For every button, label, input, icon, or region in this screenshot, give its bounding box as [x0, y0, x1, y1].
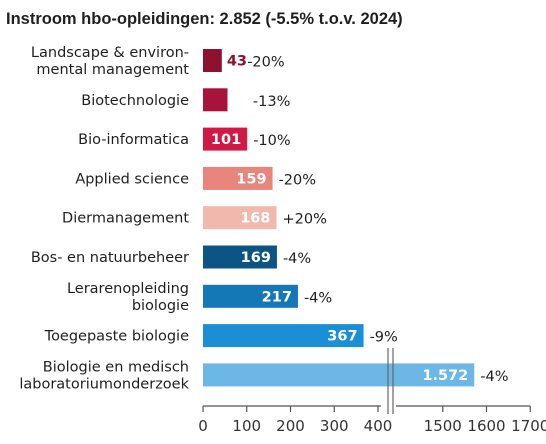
bars-layer: Landscape & environ-mental management43-… [19, 45, 508, 392]
data-label: 56 [233, 93, 253, 109]
bar [203, 49, 222, 72]
category-label: Applied science [75, 171, 189, 187]
category-label: Toegepaste biologie [44, 329, 189, 345]
change-label: -9% [370, 330, 398, 346]
chart-title: Instroom hbo-opleidingen: 2.852 (-5.5% t… [6, 10, 403, 28]
data-label: 1.572 [422, 368, 468, 384]
bar [203, 363, 475, 387]
tick-label: 100 [232, 417, 261, 435]
data-label: 217 [262, 289, 292, 305]
tick-label: 300 [320, 417, 349, 435]
tick-label: 1700 [511, 417, 546, 435]
data-label: 367 [327, 329, 357, 345]
bar [203, 166, 273, 190]
bar [203, 206, 277, 230]
bar [203, 127, 248, 151]
tick-label: 1500 [424, 417, 462, 435]
category-label: Biotechnologie [81, 93, 189, 109]
category-label: Bio-informatica [78, 132, 189, 148]
change-label: +20% [283, 212, 327, 228]
data-label: 169 [241, 250, 271, 266]
bar [203, 284, 298, 308]
category-label: Bos- en natuurbeheer [31, 250, 189, 266]
change-label: -4% [283, 251, 311, 267]
data-label: 101 [211, 132, 241, 148]
bar [203, 245, 277, 269]
bar [203, 88, 228, 112]
change-label: -20% [247, 55, 284, 71]
change-label: -4% [480, 369, 508, 385]
category-label: Landscape & environ-mental management [31, 45, 189, 78]
x-axis: 0 100 200 300 400 1500 1600 1700 [198, 348, 546, 435]
change-label: -20% [279, 172, 316, 188]
category-label: Biologie en medisch laboratoriumonderzoek [19, 359, 189, 392]
change-label: -10% [253, 133, 290, 149]
tick-label: 200 [276, 417, 305, 435]
tick-label: 400 [364, 417, 393, 435]
tick-label: 0 [198, 417, 208, 435]
change-label: -4% [304, 290, 332, 306]
bar [203, 324, 364, 348]
data-label: 159 [236, 171, 266, 187]
data-label: 43 [227, 54, 247, 70]
tick-label: 1600 [467, 417, 505, 435]
data-label: 168 [240, 211, 270, 227]
category-label: Diermanagement [62, 211, 189, 227]
category-label: Lerarenopleiding biologie [67, 281, 189, 314]
change-label: -13% [253, 94, 290, 110]
